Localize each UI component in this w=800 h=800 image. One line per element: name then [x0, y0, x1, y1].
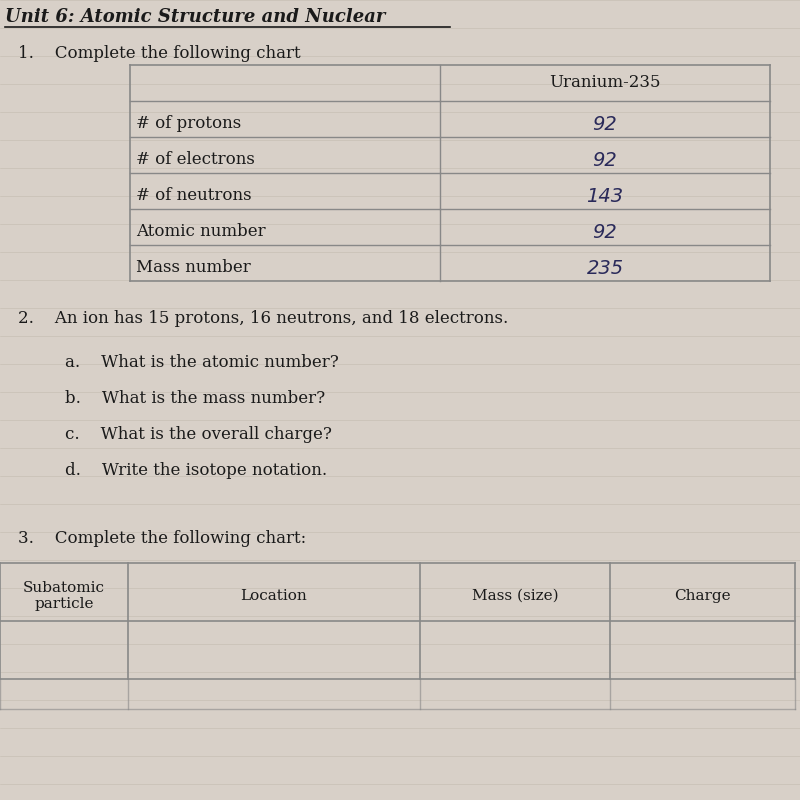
Text: # of protons: # of protons	[136, 115, 242, 133]
Text: c.    What is the overall charge?: c. What is the overall charge?	[65, 426, 332, 443]
Text: a.    What is the atomic number?: a. What is the atomic number?	[65, 354, 338, 371]
Text: 235: 235	[586, 258, 623, 278]
Text: 3.    Complete the following chart:: 3. Complete the following chart:	[18, 530, 306, 547]
Text: 92: 92	[593, 114, 618, 134]
Text: Subatomic
particle: Subatomic particle	[23, 581, 105, 611]
Text: Charge: Charge	[674, 589, 731, 603]
Text: Mass (size): Mass (size)	[472, 589, 558, 603]
Text: 1.    Complete the following chart: 1. Complete the following chart	[18, 45, 301, 62]
Text: Uranium-235: Uranium-235	[550, 74, 661, 91]
Text: Location: Location	[241, 589, 307, 603]
Text: Atomic number: Atomic number	[136, 223, 266, 241]
Text: Unit 6: Atomic Structure and Nuclear: Unit 6: Atomic Structure and Nuclear	[5, 8, 386, 26]
Text: # of electrons: # of electrons	[136, 151, 255, 169]
Text: 2.    An ion has 15 protons, 16 neutrons, and 18 electrons.: 2. An ion has 15 protons, 16 neutrons, a…	[18, 310, 508, 327]
Text: b.    What is the mass number?: b. What is the mass number?	[65, 390, 325, 407]
Text: 143: 143	[586, 186, 623, 206]
Text: # of neutrons: # of neutrons	[136, 187, 252, 205]
Text: 92: 92	[593, 150, 618, 170]
Text: d.    Write the isotope notation.: d. Write the isotope notation.	[65, 462, 327, 479]
Text: 92: 92	[593, 222, 618, 242]
Text: Mass number: Mass number	[136, 259, 250, 277]
